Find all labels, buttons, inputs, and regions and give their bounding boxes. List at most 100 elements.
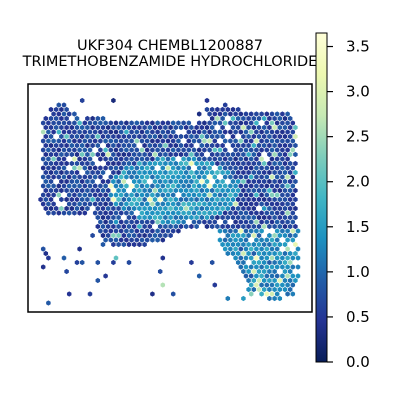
hex-spot: [222, 102, 228, 108]
hex-spot: [72, 138, 77, 144]
hex-spot: [134, 156, 140, 162]
hex-spot: [274, 237, 280, 243]
hex-spot: [267, 187, 272, 194]
hex-spot: [220, 178, 225, 185]
hex-spot: [215, 106, 220, 113]
hex-spot: [124, 228, 129, 234]
hex-spot: [259, 111, 264, 117]
hex-spot: [103, 201, 108, 207]
hex-spot: [48, 133, 54, 140]
hex-spot: [160, 192, 166, 198]
hex-spot: [176, 210, 181, 216]
hex-spot: [285, 210, 290, 216]
hex-spot: [124, 129, 129, 135]
hex-spot: [295, 255, 301, 261]
hex-spot: [160, 210, 166, 216]
hex-spot: [274, 201, 280, 207]
hex-spot: [147, 232, 153, 239]
hex-spot: [98, 147, 103, 153]
hex-spot: [139, 120, 145, 126]
hex-spot: [144, 129, 150, 135]
hex-spot: [103, 156, 108, 162]
hex-spot: [82, 129, 88, 135]
hex-spot: [228, 210, 233, 216]
hex-spot: [217, 228, 223, 234]
hex-spot: [72, 156, 77, 162]
hex-spot: [233, 219, 238, 225]
hex-spot: [290, 264, 296, 270]
hex-spot: [66, 174, 72, 180]
hex-spot: [163, 196, 168, 203]
hex-spot: [147, 160, 153, 167]
hex-spot: [285, 237, 290, 243]
hex-spot: [176, 147, 181, 153]
hex-spot: [87, 165, 93, 171]
hex-spot: [248, 273, 254, 279]
hex-spot: [144, 192, 150, 198]
hex-spot: [285, 147, 290, 153]
hex-spot: [251, 214, 257, 221]
hex-spot: [290, 201, 296, 207]
hex-spot: [280, 210, 285, 216]
hex-spot: [40, 147, 46, 153]
hex-spot: [85, 196, 90, 203]
hex-spot: [168, 160, 173, 167]
hex-spot: [287, 169, 293, 176]
hex-spot: [235, 259, 241, 266]
hex-spot: [139, 156, 145, 162]
hex-spot: [251, 277, 257, 284]
hex-spot: [155, 120, 160, 126]
hex-spot: [134, 192, 140, 198]
hex-spot: [241, 160, 246, 167]
hex-spot: [256, 160, 262, 167]
hex-spot: [269, 138, 275, 144]
hex-spot: [251, 187, 257, 194]
hex-spot: [267, 151, 272, 158]
hex-spot: [282, 124, 288, 131]
hex-spot: [293, 169, 298, 176]
hex-spot: [243, 147, 249, 153]
hex-spot: [235, 187, 241, 194]
hex-spot: [131, 151, 137, 158]
hex-spot: [285, 201, 290, 207]
hex-spot: [131, 178, 137, 185]
hex-spot: [129, 192, 134, 198]
hex-spot: [220, 151, 225, 158]
hex-spot: [48, 169, 54, 176]
hex-spot: [199, 214, 205, 221]
hex-spot: [121, 169, 127, 176]
hex-spot: [280, 174, 285, 180]
hex-spot: [233, 147, 238, 153]
hex-spot: [53, 124, 59, 131]
hex-spot: [189, 196, 194, 203]
hex-spot: [251, 124, 257, 131]
hex-spot: [196, 156, 202, 162]
hex-spot: [243, 246, 249, 252]
hex-spot: [95, 196, 101, 203]
hex-spot: [222, 156, 228, 162]
hex-spot: [43, 115, 49, 122]
hex-spot: [280, 228, 285, 234]
hex-spot: [209, 214, 215, 221]
hex-spot: [144, 183, 150, 189]
hex-spot: [274, 273, 280, 279]
hex-spot: [111, 232, 116, 239]
hex-spot: [147, 169, 153, 176]
hex-spot: [212, 201, 218, 207]
hex-spot: [53, 106, 59, 113]
hex-spot: [186, 201, 192, 207]
hex-spot: [259, 273, 264, 279]
colorbar-tick-label: 1.5: [346, 218, 370, 236]
hex-spot: [209, 259, 215, 266]
hex-spot: [272, 205, 277, 212]
hex-spot: [176, 183, 181, 189]
hex-spot: [285, 291, 290, 297]
hex-spot: [261, 223, 267, 230]
hex-spot: [280, 138, 285, 144]
hex-spot: [225, 160, 231, 167]
hex-spot: [196, 192, 202, 198]
hex-spot: [267, 115, 272, 122]
hex-spot: [274, 291, 280, 297]
hex-spot: [287, 259, 293, 266]
hex-spot: [51, 156, 56, 162]
